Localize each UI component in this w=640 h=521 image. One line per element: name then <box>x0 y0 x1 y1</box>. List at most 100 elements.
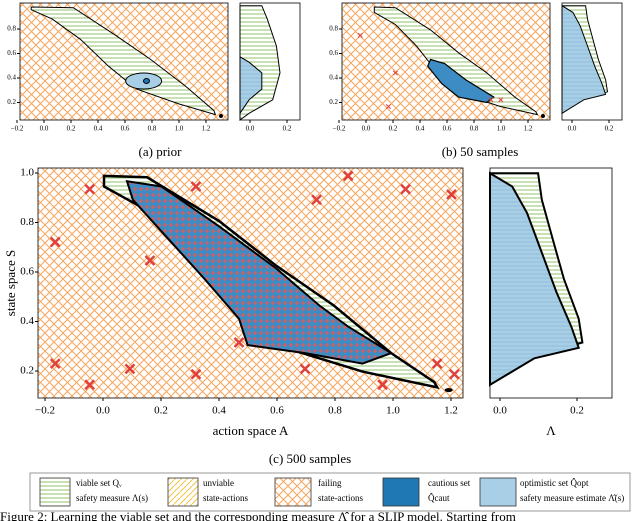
plots: −0.2 0.0 0.2 0.4 0.6 0.8 1.0 1.2 0.8 0.6 0.4 0.2 0.0… <box>3 2 623 466</box>
x-tick-label: 1.2 <box>444 405 458 417</box>
side-estimate <box>489 171 581 387</box>
legend-label: cautious set <box>428 478 471 488</box>
legend-label: optimistic set Q̂opt <box>520 477 589 488</box>
sample-marker <box>449 368 460 380</box>
sample-marker <box>84 379 96 391</box>
legend-label: Q̂caut <box>428 492 450 503</box>
x-tick-label: 1.0 <box>497 125 506 133</box>
figure-caption: Figure 2: Learning the viable set and th… <box>0 509 516 521</box>
x-tick-label: −0.2 <box>35 405 55 417</box>
sample-marker <box>400 183 411 195</box>
legend-swatch <box>274 477 312 507</box>
side-tick-label: 0.0 <box>493 405 507 417</box>
small-region <box>444 388 453 393</box>
x-tick-label: 1.0 <box>175 125 184 133</box>
small-region <box>540 113 545 118</box>
y-tick-label: 1.0 <box>20 167 34 179</box>
sample-marker <box>431 358 443 370</box>
x-tick-label: 0.2 <box>389 125 398 133</box>
sample-marker <box>144 255 156 266</box>
x-tick-label: 0.8 <box>328 405 342 417</box>
x-tick-label: 0.8 <box>470 125 479 133</box>
sample-marker <box>49 236 61 248</box>
x-tick-label: 0.0 <box>96 405 110 417</box>
sample-marker <box>488 97 494 103</box>
y-tick-label: 0.8 <box>329 25 338 33</box>
sample-marker <box>124 363 136 375</box>
legend-swatch <box>167 477 199 507</box>
x-tick-label: 0.6 <box>443 125 452 133</box>
sample-marker <box>84 183 96 195</box>
sample-marker <box>446 189 457 200</box>
x-tick-label: 0.0 <box>40 125 49 133</box>
axes-frame <box>19 2 229 121</box>
y-axis-label: state space S <box>3 250 18 316</box>
legend-label: viable set Qᵥ <box>76 478 122 488</box>
x-tick-label: 0.8 <box>148 125 157 133</box>
y-tick-label: 0.8 <box>20 216 34 228</box>
legend-label: unviable <box>203 478 234 488</box>
optimistic-region <box>125 179 394 365</box>
x-tick-label: 0.6 <box>121 125 130 133</box>
side-tick-label: 0.0 <box>246 125 255 133</box>
sample-marker <box>342 170 354 182</box>
side-tick-label: 0.0 <box>568 125 577 133</box>
viable-region <box>30 6 217 116</box>
x-tick-label: −0.2 <box>11 125 24 133</box>
sample-marker <box>233 337 245 348</box>
x-tick-label: −0.2 <box>333 125 346 133</box>
sample-marker <box>49 358 61 370</box>
y-tick-label: 0.4 <box>7 74 16 82</box>
axes-frame <box>37 167 464 399</box>
legend-box <box>29 472 631 512</box>
sample-marker <box>357 32 363 38</box>
side-axis-label: Λ <box>546 423 556 438</box>
y-tick-label: 0.6 <box>329 49 338 57</box>
panel-caption: (c) 500 samples <box>269 451 351 466</box>
sample-marker <box>385 103 391 110</box>
x-tick-label: 1.2 <box>202 125 211 133</box>
sample-marker <box>377 379 388 391</box>
side-tick-label: 0.2 <box>283 125 292 133</box>
sample-marker <box>311 194 322 206</box>
y-tick-label: 0.2 <box>20 365 34 377</box>
sample-marker <box>190 368 202 380</box>
panel-caption: (b) 50 samples <box>442 144 519 159</box>
side-frame <box>489 167 613 399</box>
side-estimate <box>561 4 607 115</box>
side-tick-label: 0.2 <box>570 405 584 417</box>
sample-marker <box>190 181 202 192</box>
cautious-region <box>142 78 150 84</box>
legend-swatch <box>382 477 420 507</box>
sample-marker <box>498 97 504 103</box>
x-tick-label: 0.2 <box>154 405 168 417</box>
x-tick-label: 1.0 <box>386 405 400 417</box>
legend-swatch <box>479 477 517 507</box>
x-tick-label: 0.0 <box>362 125 371 133</box>
x-tick-label: 0.6 <box>270 405 284 417</box>
y-tick-label: 0.2 <box>7 98 16 106</box>
legend-label: state-actions <box>203 493 248 503</box>
x-axis-label: action space A <box>213 423 289 438</box>
legend-label: safety measure Λ(s) <box>76 493 148 503</box>
legend-label: safety measure estimate Λ̂(s) <box>520 493 624 503</box>
y-tick-label: 0.4 <box>20 315 34 327</box>
y-tick-label: 0.6 <box>20 266 34 278</box>
x-tick-label: 0.2 <box>67 125 76 133</box>
x-tick-label: 0.4 <box>212 405 226 417</box>
optimistic-region <box>427 58 495 104</box>
sample-marker <box>392 70 398 76</box>
legend-label: failing <box>318 478 342 488</box>
viable-region <box>373 6 539 116</box>
side-tick-label: 0.2 <box>605 125 614 133</box>
y-tick-label: 0.2 <box>329 98 338 106</box>
legend-label: state-actions <box>318 493 363 503</box>
x-tick-label: 1.2 <box>524 125 533 133</box>
side-frame <box>561 2 623 121</box>
side-frame <box>239 2 301 121</box>
y-tick-label: 0.8 <box>7 25 16 33</box>
panel-caption: (a) prior <box>139 144 183 159</box>
small-region <box>218 113 223 118</box>
x-tick-label: 0.4 <box>416 125 425 133</box>
